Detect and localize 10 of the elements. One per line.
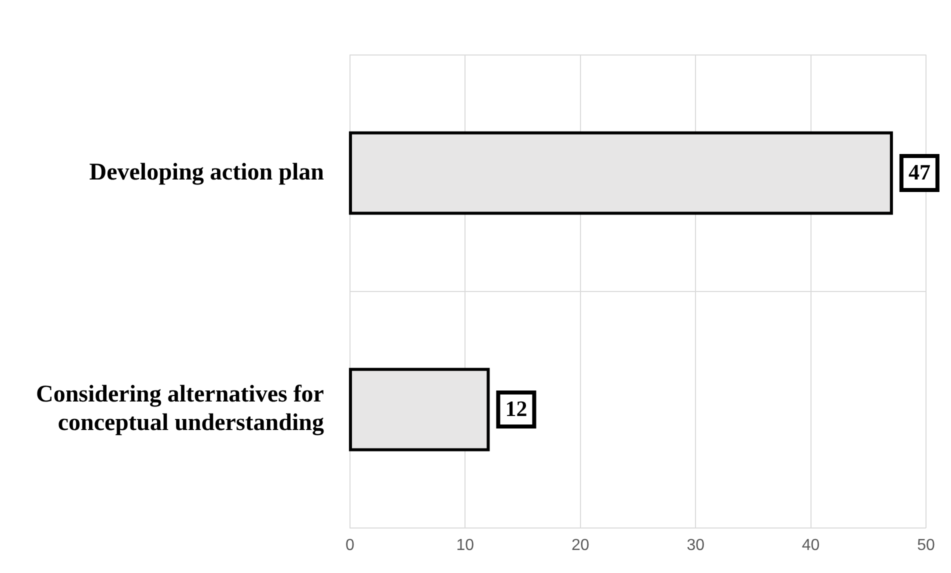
y-tick-label: Considering alternatives for conceptual understanding (36, 381, 324, 436)
data-label: 12 (505, 396, 528, 422)
y-tick-label: Developing action plan (89, 159, 324, 186)
x-tick-label: 30 (686, 536, 705, 554)
x-tick-label: 20 (571, 536, 590, 554)
x-tick-label: 50 (917, 536, 935, 554)
x-tick-label: 10 (456, 536, 474, 554)
x-tick-label: 0 (346, 536, 355, 554)
x-tick-label: 40 (802, 536, 820, 554)
data-label: 47 (908, 160, 930, 185)
